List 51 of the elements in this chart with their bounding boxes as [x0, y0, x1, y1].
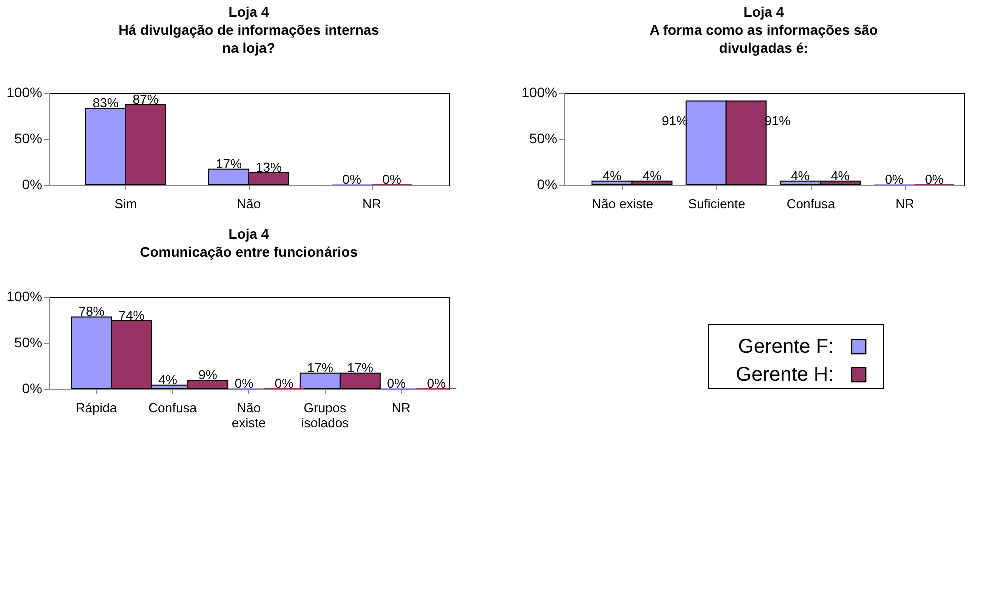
x-tick-label: Confusa	[786, 196, 836, 212]
data-label: 0%	[342, 172, 362, 187]
chart-subtitle: Comunicação entre funcionários	[140, 244, 358, 260]
data-label: 4%	[831, 168, 850, 184]
y-tick-label: 100%	[6, 288, 42, 304]
x-tick-label: NR	[392, 400, 411, 416]
x-tick-label: Rápida	[76, 400, 118, 416]
data-label: 13%	[256, 160, 282, 176]
y-tick-label: 0%	[22, 176, 42, 192]
y-tick-label: 0%	[22, 380, 42, 396]
chart-title: Loja 4	[228, 226, 270, 242]
x-tick-label: Sim	[114, 196, 138, 212]
x-tick-label: Confusa	[148, 400, 198, 416]
data-label: 0%	[925, 172, 944, 187]
data-label: 4%	[602, 168, 622, 184]
chart-title: Loja 4	[744, 4, 784, 20]
data-label: 4%	[642, 168, 662, 184]
y-tick-label: 0%	[537, 176, 558, 192]
data-label: 74%	[118, 308, 146, 323]
x-tick-label: NR	[362, 196, 382, 212]
x-tick-label: Não existe	[592, 196, 654, 212]
data-label: 17%	[347, 360, 374, 376]
y-tick-label: 100%	[522, 84, 558, 100]
x-tick-label: Grupos isolados	[301, 400, 350, 430]
data-label: 0%	[885, 172, 904, 187]
data-label: 4%	[158, 372, 178, 388]
y-tick-label: 50%	[14, 334, 42, 350]
x-tick-label: Não existe	[232, 400, 266, 430]
data-label: 0%	[234, 376, 254, 391]
y-tick-label: 100%	[6, 84, 42, 100]
data-label: 0%	[382, 172, 402, 187]
data-label: 0%	[387, 376, 406, 391]
data-label: 0%	[274, 376, 294, 391]
data-label: 4%	[791, 168, 810, 184]
data-label: 0%	[427, 376, 446, 391]
x-tick-label: Suficiente	[688, 196, 746, 212]
data-label: 78%	[78, 304, 106, 320]
data-label: 83%	[92, 96, 120, 111]
chart-title: Loja 4	[228, 4, 270, 20]
data-label: 9%	[198, 368, 218, 383]
x-tick-label: Não	[237, 196, 261, 212]
data-label: 17%	[216, 156, 242, 172]
y-tick-label: 50%	[529, 130, 558, 146]
y-tick-label: 50%	[14, 130, 42, 146]
legend-label: Gerente H:	[736, 364, 834, 386]
x-tick-label: NR	[896, 196, 915, 212]
chart-subtitle: Há divulgação de informações internas na loja?	[118, 22, 380, 56]
legend-label: Gerente F:	[738, 336, 834, 358]
chart-subtitle: A forma como as informações são divulgadas é:	[650, 22, 878, 56]
data-label: 87%	[132, 92, 160, 107]
data-label: 17%	[307, 360, 334, 376]
